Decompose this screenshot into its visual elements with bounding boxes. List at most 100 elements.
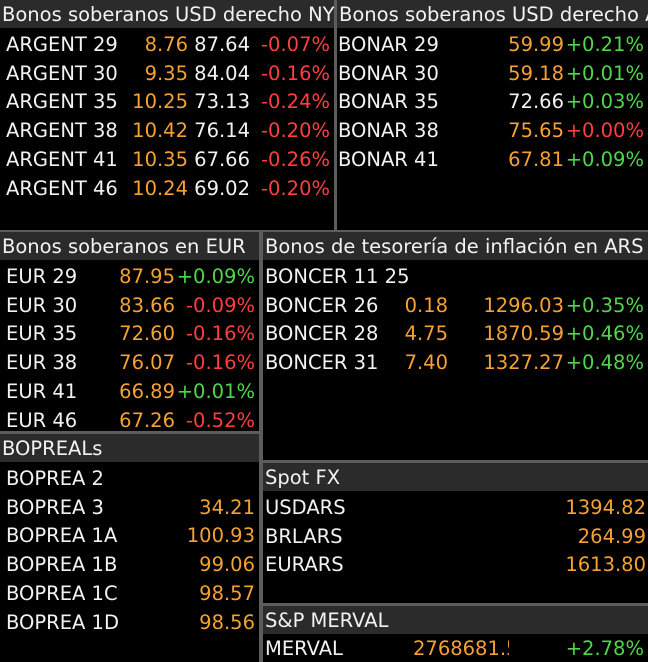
usd-ny-price: 69.02 <box>194 176 250 200</box>
usd-ny-yield: 8.76 <box>144 33 188 56</box>
eur-change: +0.09% <box>176 265 255 288</box>
eur-name: EUR 46 <box>6 408 78 432</box>
boncer-price: 1870.59 <box>483 322 564 346</box>
usd-ny-price: 87.64 <box>194 33 250 56</box>
eur-price: 66.89 <box>119 379 175 403</box>
usd-ar-row[interactable]: BONAR 41 67.81 +0.09% <box>337 145 648 174</box>
boncer-change: +0.35% <box>565 293 644 317</box>
usd-ar-name: BONAR 38 <box>338 119 439 143</box>
bopreal-row[interactable]: BOPREA 1B 99.06 <box>0 550 259 579</box>
eur-row[interactable]: EUR 35 72.60 -0.16% <box>0 319 259 348</box>
usd-ny-row[interactable]: ARGENT 46 10.24 69.02 -0.20% <box>0 174 334 203</box>
bopreal-row[interactable]: BOPREA 1A 100.93 <box>0 521 259 550</box>
usd-ar-name: BONAR 29 <box>338 33 439 56</box>
bopreal-price: 100.93 <box>186 524 255 548</box>
eur-row[interactable]: EUR 30 83.66 -0.09% <box>0 291 259 320</box>
merval-price: 2768681.50 <box>413 637 509 660</box>
panel-boncer-title: Bonos de tesorería de inflación en ARS <box>263 232 648 260</box>
bopreal-row[interactable]: BOPREA 2 <box>0 464 259 493</box>
bopreal-price: 34.21 <box>199 495 255 519</box>
usd-ny-yield: 10.42 <box>132 119 188 143</box>
usd-ny-yield: 10.35 <box>132 147 188 171</box>
spotfx-row[interactable]: EURARS 1613.80 <box>263 550 648 579</box>
usd-ny-row[interactable]: ARGENT 41 10.35 67.66 -0.26% <box>0 145 334 174</box>
bopreal-price: 99.06 <box>199 553 255 577</box>
usd-ny-price: 67.66 <box>194 147 250 171</box>
boncer-yield: 4.75 <box>404 322 448 346</box>
boncer-row[interactable]: BONCER 11 25 <box>263 262 648 291</box>
panel-spotfx-title: Spot FX <box>263 463 648 491</box>
merval-name: MERVAL <box>265 637 343 660</box>
usd-ny-name: ARGENT 29 <box>6 33 118 56</box>
usd-ny-yield: 10.25 <box>132 90 188 114</box>
spotfx-price: 1613.80 <box>565 553 646 577</box>
usd-ny-row[interactable]: ARGENT 35 10.25 73.13 -0.24% <box>0 87 334 116</box>
merval-row[interactable]: MERVAL 2768681.50 +2.78% <box>263 634 648 662</box>
usd-ny-change: -0.16% <box>261 61 330 85</box>
usd-ar-row[interactable]: BONAR 29 59.99 +0.21% <box>337 30 648 59</box>
boncer-change: +0.48% <box>565 351 644 375</box>
bopreal-price: 98.57 <box>199 581 255 605</box>
usd-ny-row[interactable]: ARGENT 30 9.35 84.04 -0.16% <box>0 59 334 88</box>
usd-ny-yield: 9.35 <box>144 61 188 85</box>
eur-row[interactable]: EUR 29 87.95 +0.09% <box>0 262 259 291</box>
usd-ar-change: +0.03% <box>565 90 644 114</box>
panel-boncer: Bonos de tesorería de inflación en ARS B… <box>263 232 648 460</box>
eur-name: EUR 35 <box>6 322 78 346</box>
panel-eur: Bonos soberanos en EUR EUR 29 87.95 +0.09%… <box>0 232 259 431</box>
bopreal-row[interactable]: BOPREA 1D 98.56 <box>0 608 259 637</box>
separator-vertical-top <box>334 0 337 230</box>
separator-horizontal-merval <box>263 603 648 606</box>
panel-spotfx: Spot FX USDARS 1394.82 BRLARS 264.99 EURARS 1… <box>263 463 648 603</box>
boncer-name: BONCER 31 <box>265 351 379 375</box>
usd-ny-name: ARGENT 35 <box>6 90 118 114</box>
boncer-name: BONCER 11 25 <box>265 265 410 288</box>
eur-price: 87.95 <box>119 265 175 288</box>
spotfx-price: 264.99 <box>577 524 646 548</box>
boncer-row[interactable]: BONCER 28 4.75 1870.59 +0.46% <box>263 319 648 348</box>
eur-change: +0.01% <box>176 379 255 403</box>
eur-name: EUR 29 <box>6 265 78 288</box>
spotfx-row[interactable]: BRLARS 264.99 <box>263 522 648 551</box>
panel-usd-ar-title: Bonos soberanos USD derecho A <box>337 0 648 28</box>
boncer-price: 1296.03 <box>483 293 564 317</box>
usd-ar-price: 67.81 <box>508 147 564 171</box>
usd-ny-row[interactable]: ARGENT 38 10.42 76.14 -0.20% <box>0 116 334 145</box>
boncer-yield: 7.40 <box>404 351 448 375</box>
usd-ar-row[interactable]: BONAR 30 59.18 +0.01% <box>337 59 648 88</box>
usd-ar-name: BONAR 30 <box>338 61 439 85</box>
usd-ny-change: -0.26% <box>261 147 330 171</box>
spotfx-price: 1394.82 <box>565 496 646 519</box>
eur-change: -0.52% <box>186 408 255 432</box>
bopreal-row[interactable]: BOPREA 3 34.21 <box>0 493 259 522</box>
eur-change: -0.16% <box>186 322 255 346</box>
separator-vertical-left <box>259 232 263 662</box>
spotfx-row[interactable]: USDARS 1394.82 <box>263 493 648 522</box>
usd-ny-row[interactable]: ARGENT 29 8.76 87.64 -0.07% <box>0 30 334 59</box>
usd-ar-change: +0.09% <box>565 147 644 171</box>
usd-ny-change: -0.24% <box>261 90 330 114</box>
boncer-row[interactable]: BONCER 26 0.18 1296.03 +0.35% <box>263 291 648 320</box>
eur-row[interactable]: EUR 41 66.89 +0.01% <box>0 377 259 406</box>
usd-ar-price: 75.65 <box>508 119 564 143</box>
boncer-name: BONCER 28 <box>265 322 379 346</box>
panel-merval-title: S&P MERVAL <box>263 606 648 634</box>
eur-row[interactable]: EUR 46 67.26 -0.52% <box>0 406 259 432</box>
usd-ar-name: BONAR 41 <box>338 147 439 171</box>
eur-row[interactable]: EUR 38 76.07 -0.16% <box>0 348 259 377</box>
usd-ar-name: BONAR 35 <box>338 90 439 114</box>
spotfx-name: USDARS <box>265 496 346 519</box>
usd-ny-price: 76.14 <box>194 119 250 143</box>
usd-ar-row[interactable]: BONAR 35 72.66 +0.03% <box>337 87 648 116</box>
usd-ny-change: -0.20% <box>261 176 330 200</box>
usd-ny-name: ARGENT 30 <box>6 61 118 85</box>
panel-merval: S&P MERVAL MERVAL 2768681.50 +2.78% <box>263 606 648 662</box>
merval-change: +2.78% <box>565 637 644 660</box>
bopreal-row[interactable]: BOPREA 1C 98.57 <box>0 579 259 608</box>
usd-ar-row[interactable]: BONAR 38 75.65 +0.00% <box>337 116 648 145</box>
usd-ar-price: 59.18 <box>508 61 564 85</box>
eur-price: 76.07 <box>119 351 175 375</box>
spotfx-name: EURARS <box>265 553 344 577</box>
boncer-row[interactable]: BONCER 31 7.40 1327.27 +0.48% <box>263 348 648 377</box>
boncer-price: 1327.27 <box>483 351 564 375</box>
